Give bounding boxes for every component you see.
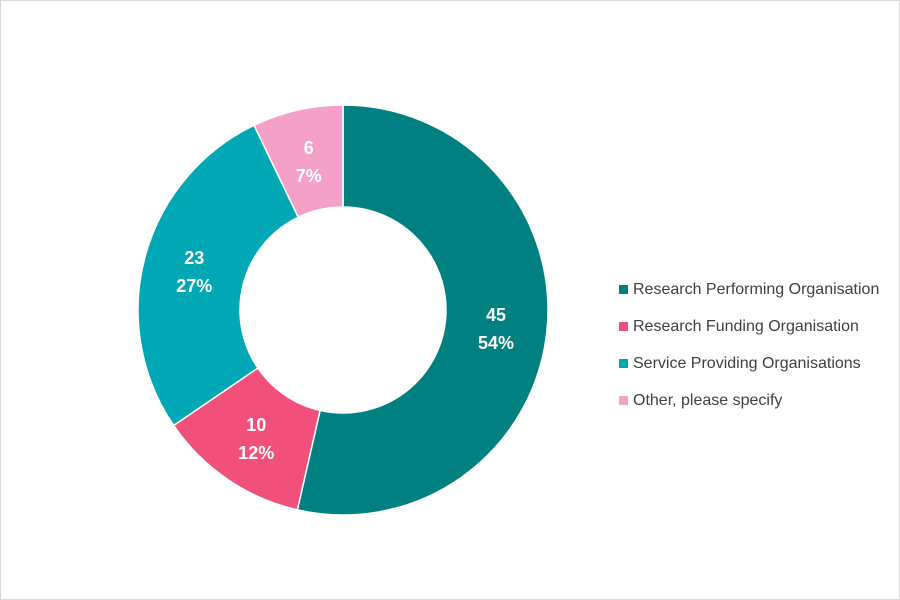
legend-swatch-3 [619,359,628,368]
slice-4-percent-label: 7% [296,166,322,186]
slice-4-value-label: 6 [304,138,314,158]
slice-3-value-label: 23 [184,248,204,268]
legend-label-2: Research Funding Organisation [633,317,859,335]
legend-swatch-4 [619,396,628,405]
slice-3 [137,124,300,427]
slice-2-value-label: 10 [246,415,266,435]
slice-3-percent-label: 27% [176,276,212,296]
slice-1-value-label: 45 [486,305,506,325]
legend-swatch-1 [619,285,628,294]
slice-2-percent-label: 12% [238,443,274,463]
legend-item-4: Other, please specify [619,382,879,419]
legend-swatch-2 [619,322,628,331]
legend-label-4: Other, please specify [633,391,783,409]
slice-1-percent-label: 54% [478,333,514,353]
legend-item-2: Research Funding Organisation [619,308,879,345]
legend-item-1: Research Performing Organisation [619,271,879,308]
slice-1 [296,104,549,516]
legend-label-3: Service Providing Organisations [633,354,861,372]
slice-4 [253,104,344,219]
legend-item-3: Service Providing Organisations [619,345,879,382]
legend-label-1: Research Performing Organisation [633,280,880,298]
legend: Research Performing Organisation Research… [619,271,879,419]
